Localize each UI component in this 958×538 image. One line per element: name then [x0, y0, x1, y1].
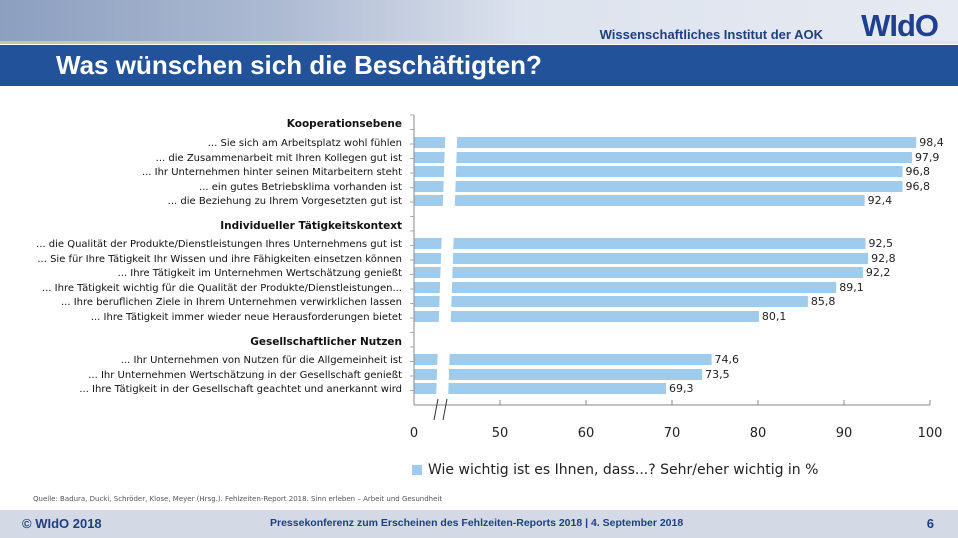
bar — [414, 181, 903, 192]
bar — [414, 152, 912, 163]
category-label: ... Sie für Ihre Tätigkeit Ihr Wissen un… — [37, 254, 402, 265]
x-tick-label: 60 — [578, 426, 595, 441]
bar — [414, 296, 808, 307]
title-band — [0, 45, 958, 86]
bar — [414, 354, 712, 365]
bar — [414, 267, 863, 278]
legend-label: Wie wichtig ist es Ihnen, dass...? Sehr/… — [428, 462, 819, 478]
category-label: ... Ihre Tätigkeit in der Gesellschaft g… — [79, 384, 402, 395]
category-label: ... Ihre Tätigkeit im Unternehmen Wertsc… — [118, 268, 403, 279]
institute-name: Wissenschaftliches Institut der AOK — [599, 27, 823, 42]
page-title: Was wünschen sich die Beschäftigten? — [56, 50, 542, 80]
bar — [414, 383, 666, 394]
value-label: 85,8 — [811, 295, 836, 308]
value-label: 92,2 — [866, 266, 891, 279]
value-label: 80,1 — [762, 310, 787, 323]
x-tick-label: 70 — [664, 426, 681, 441]
value-label: 96,8 — [905, 165, 930, 178]
event-info: Pressekonferenz zum Erscheinen des Fehlz… — [270, 517, 684, 529]
category-label: ... die Beziehung zu Ihrem Vorgesetzten … — [168, 196, 402, 207]
chart-legend: Wie wichtig ist es Ihnen, dass...? Sehr/… — [412, 462, 818, 478]
x-tick-label: 50 — [492, 426, 509, 441]
value-label: 89,1 — [839, 281, 864, 294]
value-label: 97,9 — [915, 151, 940, 164]
value-label: 73,5 — [705, 368, 730, 381]
bar — [414, 311, 759, 322]
group-heading: Individueller Tätigkeitskontext — [220, 220, 402, 232]
category-label: ... die Qualität der Produkte/Dienstleis… — [36, 239, 402, 250]
footer-bar — [0, 510, 958, 538]
value-label: 92,8 — [871, 252, 896, 265]
axis-break-gap — [436, 115, 458, 400]
category-label: ... Ihr Unternehmen hinter seinen Mitarb… — [142, 167, 402, 178]
copyright: © WIdO 2018 — [22, 516, 102, 531]
group-heading: Gesellschaftlicher Nutzen — [250, 336, 402, 348]
bar — [414, 253, 869, 264]
value-label: 69,3 — [669, 382, 694, 395]
x-tick-label: 0 — [410, 426, 418, 441]
x-tick-label: 90 — [836, 426, 853, 441]
category-label: ... ein gutes Betriebsklima vorhanden is… — [199, 182, 402, 193]
group-heading: Kooperationsebene — [287, 118, 402, 130]
bar-chart: Kooperationsebene ... Sie sich am Arbeits… — [36, 114, 944, 441]
axis-break-mark — [442, 398, 448, 421]
category-label: ... die Zusammenarbeit mit Ihren Kollege… — [156, 153, 402, 164]
category-label: ... Sie sich am Arbeitsplatz wohl fühlen — [208, 138, 402, 149]
legend-swatch — [412, 465, 422, 475]
bar — [414, 238, 866, 249]
value-label: 92,5 — [869, 237, 894, 250]
x-tick-label: 80 — [750, 426, 767, 441]
bar — [414, 166, 903, 177]
value-label: 92,4 — [868, 194, 893, 207]
bar — [414, 137, 917, 148]
bar — [414, 369, 703, 380]
category-label: ... Ihre Tätigkeit immer wieder neue Her… — [91, 312, 402, 323]
wido-logo: WIdO — [861, 8, 939, 43]
source-note: Quelle: Badura, Ducki, Schröder, Klose, … — [33, 495, 443, 503]
axis-break-mark — [433, 398, 439, 421]
header-banner — [0, 0, 958, 43]
value-label: 98,4 — [919, 136, 944, 149]
x-tick-label: 100 — [918, 426, 943, 441]
bar — [414, 195, 865, 206]
category-label: ... Ihr Unternehmen Wertschätzung in der… — [88, 370, 402, 381]
bar — [414, 282, 837, 293]
header-divider — [0, 41, 958, 44]
category-label: ... Ihre Tätigkeit wichtig für die Quali… — [42, 283, 402, 294]
value-label: 74,6 — [715, 353, 740, 366]
value-label: 96,8 — [905, 180, 930, 193]
category-label: ... Ihr Unternehmen von Nutzen für die A… — [121, 355, 402, 366]
category-label: ... Ihre beruflichen Ziele in Ihrem Unte… — [61, 297, 402, 308]
page-number: 6 — [926, 516, 934, 531]
